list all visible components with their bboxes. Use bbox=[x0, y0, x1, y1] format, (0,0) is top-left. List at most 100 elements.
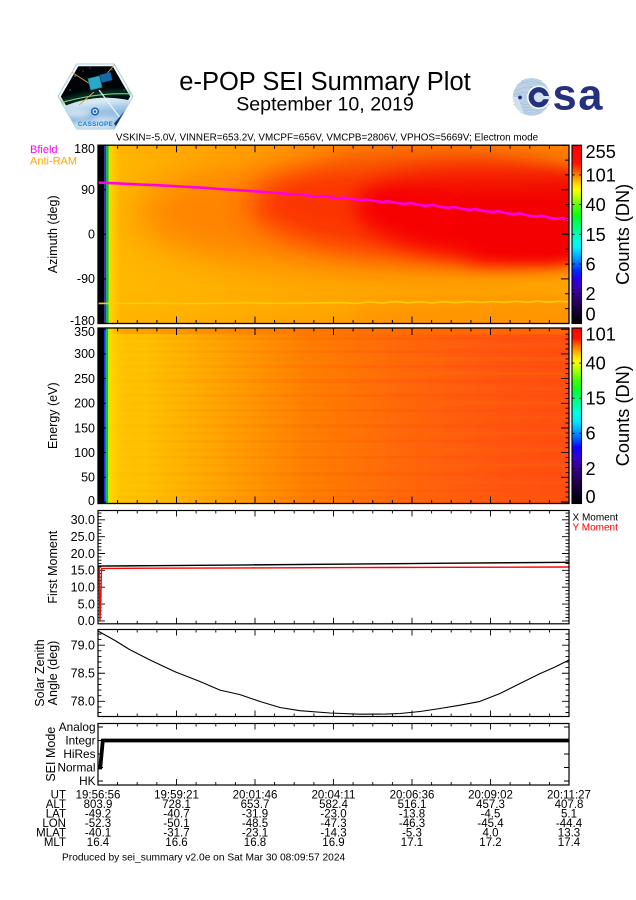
svg-text:sa: sa bbox=[553, 72, 604, 120]
svg-text:HiRes: HiRes bbox=[63, 747, 95, 761]
svg-text:15: 15 bbox=[586, 389, 606, 409]
svg-text:16.8: 16.8 bbox=[244, 837, 266, 849]
svg-text:-50.1: -50.1 bbox=[163, 818, 189, 830]
svg-text:e-POP SEI Summary Plot: e-POP SEI Summary Plot bbox=[179, 68, 470, 96]
svg-text:19:56:56: 19:56:56 bbox=[76, 789, 121, 801]
svg-text:LON: LON bbox=[42, 818, 66, 830]
svg-text:Azimuth (deg): Azimuth (deg) bbox=[46, 195, 60, 273]
svg-text:-13.8: -13.8 bbox=[399, 808, 425, 820]
svg-text:-40.7: -40.7 bbox=[163, 808, 189, 820]
svg-text:0: 0 bbox=[88, 228, 95, 242]
svg-text:Analog: Analog bbox=[59, 720, 96, 734]
svg-text:17.1: 17.1 bbox=[401, 837, 423, 849]
svg-text:Bfield: Bfield bbox=[30, 144, 58, 156]
svg-text:CASSIOPE: CASSIOPE bbox=[78, 121, 113, 128]
svg-text:-48.5: -48.5 bbox=[242, 818, 268, 830]
svg-text:-14.3: -14.3 bbox=[320, 828, 346, 840]
svg-text:Solar Zenith: Solar Zenith bbox=[33, 639, 47, 706]
svg-text:17.2: 17.2 bbox=[479, 837, 501, 849]
svg-text:582.4: 582.4 bbox=[319, 799, 348, 811]
svg-text:90: 90 bbox=[81, 183, 95, 197]
svg-text:150: 150 bbox=[74, 421, 95, 435]
svg-text:101: 101 bbox=[586, 165, 616, 185]
svg-text:LAT: LAT bbox=[46, 808, 66, 820]
svg-text:16.6: 16.6 bbox=[165, 837, 187, 849]
svg-text:HK: HK bbox=[79, 774, 96, 788]
svg-text:653.7: 653.7 bbox=[241, 799, 270, 811]
svg-text:-180: -180 bbox=[70, 314, 95, 328]
svg-text:20:04:11: 20:04:11 bbox=[312, 789, 356, 801]
svg-text:MLT: MLT bbox=[44, 837, 66, 849]
svg-text:-23.0: -23.0 bbox=[320, 808, 346, 820]
svg-text:-45.4: -45.4 bbox=[477, 818, 504, 830]
svg-text:0: 0 bbox=[586, 305, 596, 325]
svg-text:17.4: 17.4 bbox=[558, 837, 581, 849]
svg-text:-44.4: -44.4 bbox=[556, 818, 583, 830]
svg-text:79.0: 79.0 bbox=[71, 639, 95, 653]
svg-text:15: 15 bbox=[586, 225, 606, 245]
svg-text:250: 250 bbox=[74, 372, 95, 386]
svg-text:6: 6 bbox=[586, 254, 596, 274]
svg-text:16.9: 16.9 bbox=[322, 837, 344, 849]
svg-text:-49.2: -49.2 bbox=[85, 808, 111, 820]
svg-text:78.5: 78.5 bbox=[71, 667, 95, 681]
svg-text:13.3: 13.3 bbox=[558, 828, 580, 840]
svg-text:100: 100 bbox=[74, 446, 95, 460]
svg-text:350: 350 bbox=[74, 325, 95, 339]
svg-text:-40.1: -40.1 bbox=[85, 828, 111, 840]
svg-text:-4.5: -4.5 bbox=[481, 808, 501, 820]
svg-text:407.8: 407.8 bbox=[555, 799, 584, 811]
svg-text:0: 0 bbox=[586, 487, 596, 507]
svg-text:-46.3: -46.3 bbox=[399, 818, 425, 830]
svg-text:-52.3: -52.3 bbox=[85, 818, 111, 830]
svg-text:200: 200 bbox=[74, 397, 95, 411]
svg-text:2: 2 bbox=[586, 459, 596, 479]
svg-text:SEI Mode: SEI Mode bbox=[44, 727, 58, 782]
svg-text:First Moment: First Moment bbox=[46, 530, 60, 603]
svg-text:5.0: 5.0 bbox=[78, 597, 95, 611]
svg-text:20:01:46: 20:01:46 bbox=[233, 789, 278, 801]
svg-text:-31.7: -31.7 bbox=[163, 828, 189, 840]
svg-text:Angle (deg): Angle (deg) bbox=[46, 641, 60, 706]
svg-text:UT: UT bbox=[51, 789, 66, 801]
svg-text:Y Moment: Y Moment bbox=[573, 523, 619, 534]
svg-text:X Moment: X Moment bbox=[573, 512, 619, 523]
svg-text:255: 255 bbox=[586, 142, 616, 162]
svg-text:40: 40 bbox=[586, 195, 606, 215]
svg-text:Counts (DN): Counts (DN) bbox=[613, 184, 633, 285]
svg-text:25.0: 25.0 bbox=[71, 530, 95, 544]
svg-text:20:11:27: 20:11:27 bbox=[547, 789, 591, 801]
svg-text:15.0: 15.0 bbox=[71, 564, 95, 578]
svg-text:20:09:02: 20:09:02 bbox=[468, 789, 513, 801]
svg-text:20:06:36: 20:06:36 bbox=[390, 789, 435, 801]
svg-text:101: 101 bbox=[586, 325, 616, 345]
svg-text:5.1: 5.1 bbox=[561, 808, 577, 820]
svg-text:MLAT: MLAT bbox=[36, 828, 66, 840]
svg-text:0.0: 0.0 bbox=[78, 614, 95, 628]
svg-text:2: 2 bbox=[586, 284, 596, 304]
svg-text:78.0: 78.0 bbox=[71, 695, 95, 709]
svg-text:300: 300 bbox=[74, 347, 95, 361]
svg-text:728.1: 728.1 bbox=[162, 799, 191, 811]
svg-text:180: 180 bbox=[74, 142, 95, 156]
svg-text:Normal: Normal bbox=[57, 761, 95, 775]
svg-text:Integr: Integr bbox=[65, 734, 95, 748]
svg-text:Energy (eV): Energy (eV) bbox=[46, 382, 60, 449]
svg-text:ALT: ALT bbox=[46, 799, 66, 811]
svg-text:457.3: 457.3 bbox=[476, 799, 505, 811]
svg-text:Produced by sei_summary v2.0e: Produced by sei_summary v2.0e on Sat Mar… bbox=[62, 853, 345, 864]
svg-text:16.4: 16.4 bbox=[87, 837, 110, 849]
svg-text:30.0: 30.0 bbox=[71, 513, 95, 527]
svg-text:40: 40 bbox=[586, 354, 606, 374]
svg-text:-47.3: -47.3 bbox=[320, 818, 346, 830]
svg-text:6: 6 bbox=[586, 424, 596, 444]
svg-text:-31.9: -31.9 bbox=[242, 808, 268, 820]
svg-text:-90: -90 bbox=[77, 272, 95, 286]
svg-text:0: 0 bbox=[88, 494, 95, 508]
svg-text:VSKIN=-5.0V, VINNER=653.2V, VM: VSKIN=-5.0V, VINNER=653.2V, VMCPF=656V, … bbox=[116, 133, 539, 144]
svg-text:20.0: 20.0 bbox=[71, 547, 95, 561]
svg-text:Anti-RAM: Anti-RAM bbox=[30, 155, 77, 167]
svg-text:-5.3: -5.3 bbox=[402, 828, 422, 840]
svg-text:19:59:21: 19:59:21 bbox=[154, 789, 199, 801]
svg-text:September 10, 2019: September 10, 2019 bbox=[236, 94, 414, 116]
